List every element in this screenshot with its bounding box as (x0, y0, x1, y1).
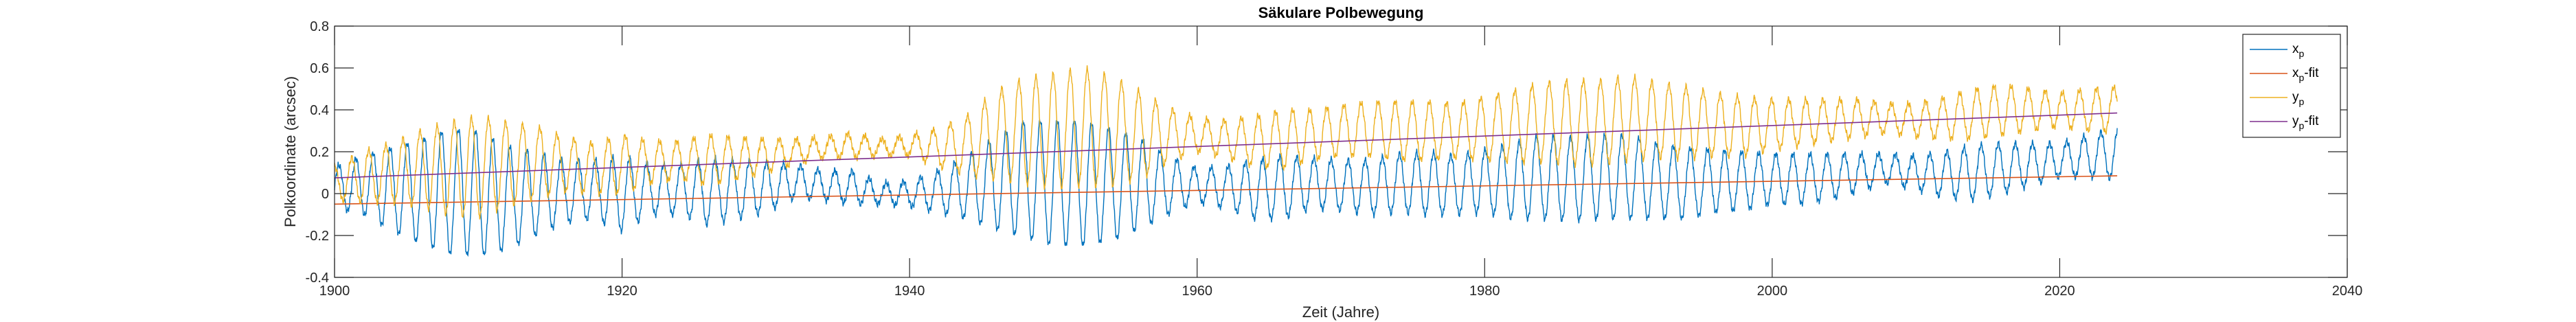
series-line-x-p (334, 118, 2118, 257)
series-line-y-p-fit (334, 112, 2118, 179)
y-tick-label: -0.4 (306, 271, 329, 286)
x-tick-label: 2040 (2332, 284, 2363, 299)
axes-box (334, 25, 2348, 278)
legend-entry: yp-fit (2292, 114, 2319, 131)
legend-entry: xp (2292, 42, 2305, 59)
x-tick-label: 1920 (607, 284, 637, 299)
chart-title: Säkulare Polbewegung (1258, 4, 1424, 21)
y-axis-label: Polkoordinate (arcsec) (282, 76, 299, 227)
x-tick-label: 1900 (319, 284, 350, 299)
y-tick-label: 0.2 (310, 145, 329, 160)
legend-box (2242, 34, 2341, 138)
y-tick-label: -0.2 (306, 229, 329, 244)
x-tick-label: 2000 (1757, 284, 1788, 299)
legend-entry: yp (2292, 90, 2305, 107)
plot-area (334, 65, 2118, 257)
x-tick-label: 1940 (894, 284, 925, 299)
y-tick-label: 0.8 (310, 19, 329, 34)
axes: 1900 1920 1940 1960 1980 2000 2020 2040 -0.4 -0.2… (306, 19, 2363, 299)
y-tick-label: 0.4 (310, 103, 329, 118)
series-line-x-p-fit (334, 175, 2118, 205)
legend-entry: xp-fit (2292, 66, 2319, 83)
series-line-y-p (334, 65, 2118, 220)
x-tick-label: 1980 (1469, 284, 1500, 299)
x-tick-label: 1960 (1182, 284, 1212, 299)
y-tick-label: 0.6 (310, 61, 329, 76)
x-axis-label: Zeit (Jahre) (1302, 303, 1379, 321)
legend: xp xp-fit yp yp-fit (2242, 34, 2341, 138)
y-tick-label: 0 (321, 187, 329, 202)
x-tick-label: 2020 (2044, 284, 2075, 299)
